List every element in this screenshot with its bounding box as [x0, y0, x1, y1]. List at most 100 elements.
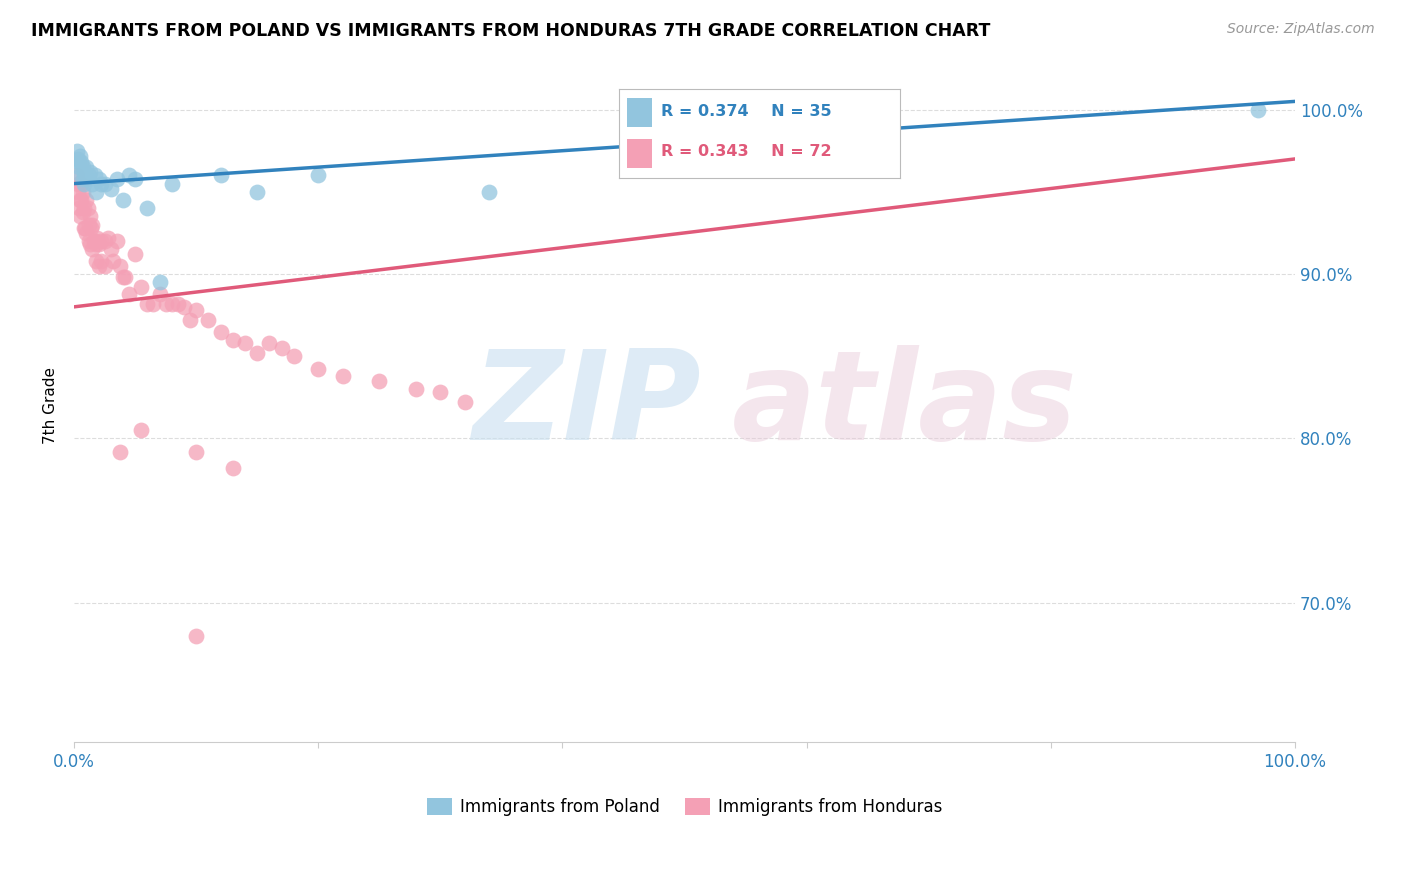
- Point: [82, 243, 104, 257]
- Text: R = 0.374    N = 35: R = 0.374 N = 35: [661, 104, 831, 119]
- Point: [79, 210, 101, 224]
- Point: [86, 231, 108, 245]
- Point: [160, 296, 183, 310]
- Point: [222, 333, 245, 347]
- Point: [110, 444, 132, 458]
- Point: [136, 201, 159, 215]
- Point: [233, 336, 256, 351]
- Point: [246, 346, 269, 360]
- Point: [70, 155, 93, 169]
- Point: [100, 181, 122, 195]
- Point: [160, 177, 183, 191]
- Point: [114, 270, 136, 285]
- Point: [73, 177, 96, 191]
- Point: [124, 171, 146, 186]
- Point: [67, 201, 90, 215]
- Point: [90, 253, 112, 268]
- Point: [77, 234, 100, 248]
- Point: [197, 313, 219, 327]
- Point: [148, 286, 170, 301]
- Point: [93, 259, 115, 273]
- Point: [186, 444, 208, 458]
- Point: [124, 247, 146, 261]
- Point: [118, 286, 141, 301]
- Point: [83, 234, 105, 248]
- Point: [84, 185, 107, 199]
- Point: [66, 177, 89, 191]
- Point: [87, 171, 110, 186]
- Point: [129, 280, 152, 294]
- Point: [75, 226, 97, 240]
- Point: [72, 160, 94, 174]
- Point: [105, 171, 128, 186]
- Point: [136, 296, 159, 310]
- Point: [72, 171, 94, 186]
- Point: [69, 193, 91, 207]
- Point: [87, 259, 110, 273]
- Point: [93, 234, 115, 248]
- Point: [307, 362, 329, 376]
- Point: [179, 313, 201, 327]
- Text: R = 0.343    N = 72: R = 0.343 N = 72: [661, 145, 831, 159]
- Text: IMMIGRANTS FROM POLAND VS IMMIGRANTS FROM HONDURAS 7TH GRADE CORRELATION CHART: IMMIGRANTS FROM POLAND VS IMMIGRANTS FRO…: [31, 22, 990, 40]
- Point: [1247, 103, 1270, 117]
- Point: [478, 185, 501, 199]
- Text: atlas: atlas: [731, 345, 1077, 466]
- Point: [97, 231, 120, 245]
- Point: [209, 325, 232, 339]
- Point: [70, 193, 93, 207]
- Point: [283, 349, 305, 363]
- Point: [90, 177, 112, 191]
- Bar: [627, 139, 652, 168]
- Point: [72, 185, 94, 199]
- Point: [270, 341, 292, 355]
- Point: [66, 185, 89, 199]
- Point: [73, 221, 96, 235]
- Point: [84, 237, 107, 252]
- Point: [332, 368, 354, 383]
- Point: [87, 237, 110, 252]
- Point: [129, 423, 152, 437]
- Point: [222, 461, 245, 475]
- Text: Source: ZipAtlas.com: Source: ZipAtlas.com: [1227, 22, 1375, 37]
- Point: [77, 169, 100, 183]
- Point: [77, 218, 100, 232]
- Point: [368, 374, 391, 388]
- Point: [75, 169, 97, 183]
- Point: [70, 177, 93, 191]
- Point: [111, 193, 134, 207]
- Point: [82, 218, 104, 232]
- Point: [111, 270, 134, 285]
- Point: [79, 165, 101, 179]
- Point: [75, 221, 97, 235]
- Point: [66, 152, 89, 166]
- Point: [209, 169, 232, 183]
- Point: [65, 144, 87, 158]
- Point: [79, 237, 101, 252]
- Point: [76, 171, 98, 186]
- Point: [69, 210, 91, 224]
- Y-axis label: 7th Grade: 7th Grade: [44, 367, 58, 444]
- Point: [90, 234, 112, 248]
- Point: [73, 165, 96, 179]
- Point: [83, 169, 105, 183]
- Point: [69, 148, 91, 162]
- Point: [84, 253, 107, 268]
- Point: [186, 629, 208, 643]
- Point: [142, 296, 165, 310]
- Point: [186, 303, 208, 318]
- Point: [75, 160, 97, 174]
- Point: [429, 385, 451, 400]
- Point: [67, 160, 90, 174]
- Point: [454, 395, 477, 409]
- Point: [405, 382, 427, 396]
- Point: [80, 221, 103, 235]
- Point: [75, 193, 97, 207]
- Point: [101, 253, 124, 268]
- Legend: Immigrants from Poland, Immigrants from Honduras: Immigrants from Poland, Immigrants from …: [420, 791, 949, 822]
- Bar: [627, 98, 652, 127]
- Point: [76, 201, 98, 215]
- Point: [148, 275, 170, 289]
- Point: [105, 234, 128, 248]
- Point: [167, 296, 190, 310]
